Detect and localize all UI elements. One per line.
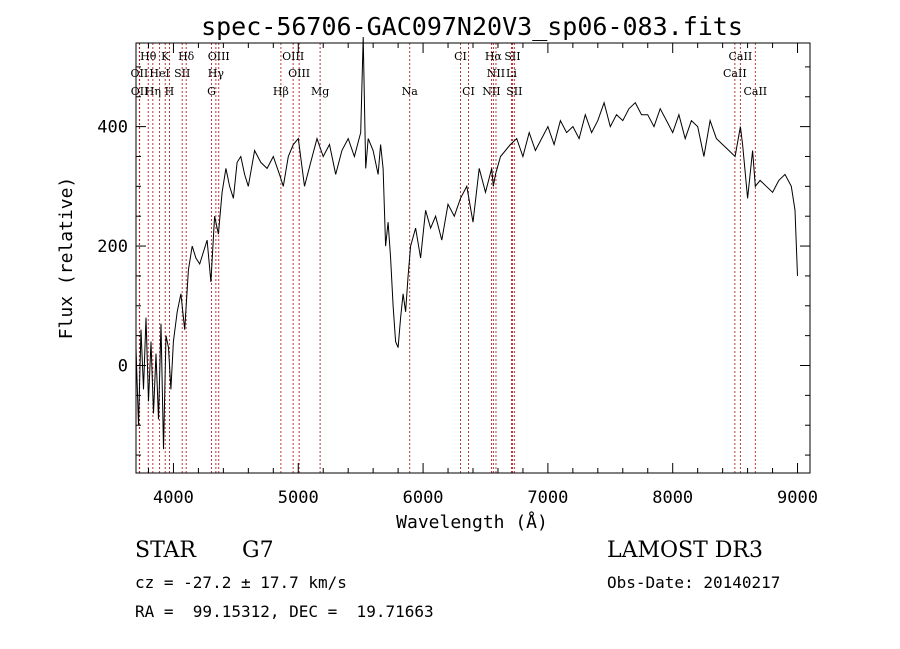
spectral-line-label: SII [506, 85, 522, 98]
spectral-line-label: NII [487, 67, 505, 80]
spectral-line-label: CI [454, 50, 467, 63]
spectral-line-label: H [165, 85, 175, 98]
plot-frame [135, 42, 811, 474]
y-tick-label: 400 [97, 118, 128, 138]
spectral-line-label: OIII [208, 50, 230, 63]
spectral-line-label: Na [402, 85, 419, 98]
spectral-line-label: Hδ [178, 50, 195, 63]
spectral-line-label: Hγ [208, 67, 225, 80]
chart-title: spec-56706-GAC097N20V3_sp06-083.fits [201, 12, 743, 41]
object-class: STAR [135, 538, 196, 563]
spectral-line-markers [138, 43, 756, 473]
spectral-line-label: OII [131, 85, 149, 98]
spectral-line-label: K [161, 50, 170, 63]
x-tick-labels: 4000 5000 6000 7000 8000 9000 [153, 488, 818, 508]
spectral-line-label: Hθ [140, 50, 157, 63]
spectral-line-label: Hβ [273, 85, 289, 98]
y-tick-label: 0 [118, 357, 128, 377]
x-tick-label: 8000 [652, 488, 693, 508]
spectral-line-label: CaII [729, 50, 753, 63]
axis-ticks [136, 43, 810, 473]
object-subclass: G7 [242, 538, 274, 563]
spectrum-trace [135, 36, 798, 450]
spectral-line-label: OII [131, 67, 149, 80]
spectral-line-label: OIII [288, 67, 310, 80]
spectral-line-label: OIII [282, 50, 304, 63]
spectrum-line [135, 36, 798, 450]
spectral-line-label: HeI [149, 67, 169, 80]
x-tick-label: 9000 [777, 488, 818, 508]
spectral-line-label: SII [504, 50, 520, 63]
x-tick-label: 4000 [153, 488, 194, 508]
y-tick-label: 200 [97, 237, 128, 257]
spectral-line-label: Mg [311, 85, 329, 98]
spectral-line-label: Hα [485, 50, 503, 63]
spectral-line-label: NII [482, 85, 500, 98]
y-axis-label: Flux (relative) [56, 177, 77, 340]
survey-name: LAMOST DR3 [607, 538, 763, 563]
x-tick-label: 7000 [527, 488, 568, 508]
spectral-line-label: CaII [743, 85, 767, 98]
observation-date: Obs-Date: 20140217 [607, 573, 781, 592]
y-tick-labels: 0 200 400 [97, 118, 128, 377]
redshift-velocity: cz = -27.2 ± 17.7 km/s [135, 573, 347, 592]
x-tick-label: 5000 [278, 488, 319, 508]
x-axis-label: Wavelength (Å) [396, 511, 548, 533]
sky-coordinates: RA = 99.15312, DEC = 19.71663 [135, 602, 434, 621]
spectral-line-label: CI [462, 85, 475, 98]
spectral-line-label: Li [506, 67, 517, 80]
x-tick-label: 6000 [403, 488, 444, 508]
spectral-line-label: SII [174, 67, 190, 80]
spectral-line-label: G [207, 85, 216, 98]
spectral-line-label: CaII [723, 67, 747, 80]
spectral-line-label: Hη [145, 85, 161, 98]
